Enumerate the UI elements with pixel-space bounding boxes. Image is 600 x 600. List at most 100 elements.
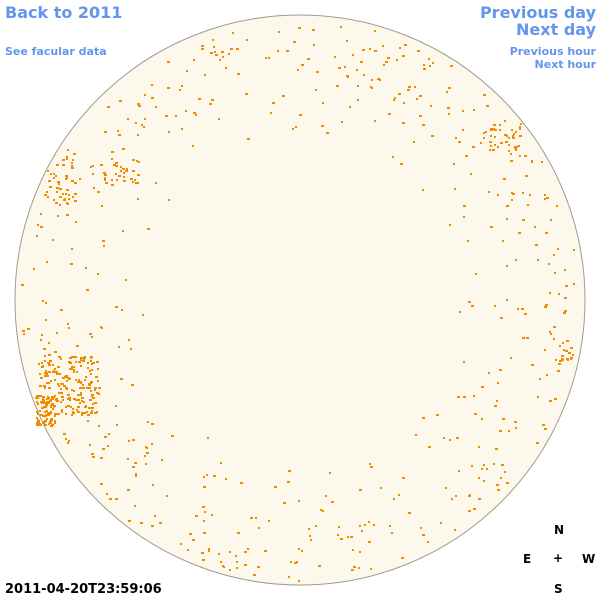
facula [504,471,506,473]
facula [113,164,116,166]
facula [229,551,231,553]
facula [557,248,559,250]
facula [137,174,140,176]
facula [48,423,50,425]
facula [89,333,92,335]
next-hour-link[interactable]: Next hour [534,58,597,71]
faculae [21,26,575,582]
facula [67,394,70,396]
facula [240,482,243,484]
facula [283,502,286,504]
facula [389,525,391,527]
facula [187,549,189,551]
facula [51,424,54,426]
facula [21,284,24,286]
facula [126,168,128,170]
facula [167,87,170,89]
facula [136,182,139,184]
facula [351,569,354,571]
facula [47,396,49,398]
facula [128,339,130,341]
facula [130,348,132,350]
facula [59,188,62,190]
facula [454,188,456,190]
facula [131,384,134,386]
facula [44,355,46,357]
facula [502,418,505,420]
facula [483,132,485,134]
facula [167,61,170,63]
facula [374,120,376,122]
facula [46,418,48,420]
facula [67,442,69,444]
facula [51,403,54,405]
facula [338,67,341,69]
facula [72,412,75,414]
facula [78,394,80,396]
facula [75,379,77,381]
facula [103,245,105,247]
facula [56,332,58,334]
facula [322,102,324,104]
facula [168,199,170,201]
facula [514,421,517,423]
facula [481,386,484,388]
facula [225,67,227,69]
facula [37,224,39,226]
facula [312,29,315,31]
facula [57,366,60,368]
previous-hour-link[interactable]: Previous hour [509,45,596,58]
facula [449,439,451,441]
facula [211,99,214,101]
previous-day-link[interactable]: Previous day [479,3,596,22]
facula [81,397,84,399]
facula [553,254,555,256]
facula [54,368,56,370]
facular-link[interactable]: See facular data [5,45,107,58]
facula [49,186,52,188]
facula [511,129,513,131]
facula [79,178,81,180]
facula [494,129,497,131]
facula [44,375,47,377]
facula [545,232,548,234]
facula [398,494,400,496]
facula [44,420,47,422]
back-link[interactable]: Back to 2011 [5,3,123,22]
facula [545,304,548,306]
facula [340,538,343,540]
facula [380,487,382,489]
facula [448,87,451,89]
facula [470,173,472,175]
facula [465,155,468,157]
facula [38,363,40,365]
next-day-link[interactable]: Next day [516,20,596,39]
facula [554,272,556,274]
facula [70,263,73,265]
facula [257,566,260,568]
facula [180,543,182,545]
facula [486,105,489,107]
facula [250,517,253,519]
facula [350,536,353,538]
facula [519,155,521,157]
facula [495,448,498,450]
facula [88,384,91,386]
facula [537,259,539,261]
facula [59,204,61,206]
facula [121,309,123,311]
facula [522,337,525,339]
facula [142,314,144,316]
facula [358,567,360,569]
facula [171,435,174,437]
facula [298,580,300,582]
facula [56,164,59,166]
facula [374,50,377,52]
facula [42,300,44,302]
facula [91,453,94,455]
facula [486,468,488,470]
facula [57,181,60,183]
facula [92,173,94,175]
facula [105,182,108,184]
facula [204,511,206,513]
